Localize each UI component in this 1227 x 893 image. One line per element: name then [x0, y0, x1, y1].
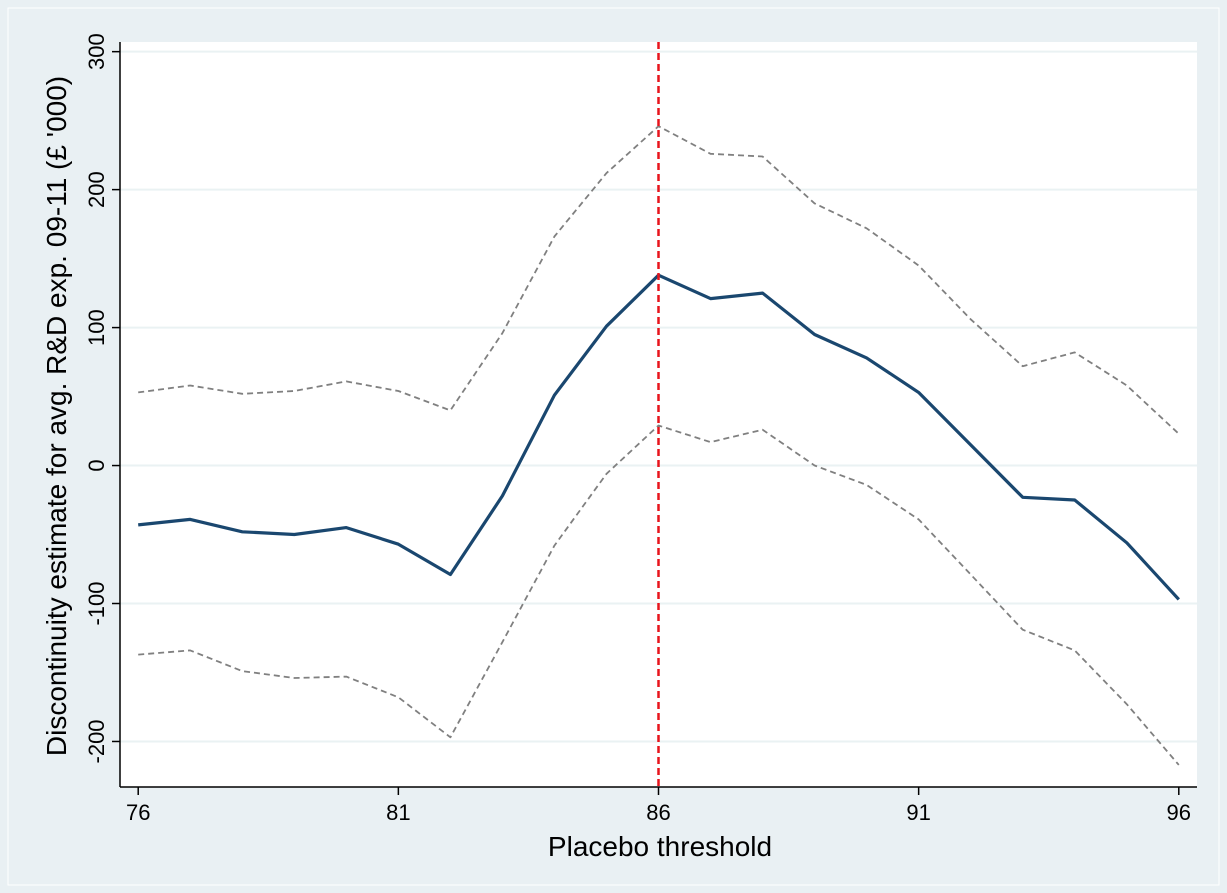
- series-line-lower-ci: [138, 424, 1180, 766]
- x-tick-label: 96: [1167, 800, 1191, 825]
- y-tick-label: 0: [84, 459, 109, 471]
- y-tick-label: 300: [84, 33, 109, 70]
- y-tick-label: -200: [84, 719, 109, 763]
- y-tick-label: 200: [84, 171, 109, 208]
- y-tick-label: -100: [84, 581, 109, 625]
- x-tick-label: 86: [646, 800, 670, 825]
- x-tick-label: 91: [906, 800, 930, 825]
- x-ticks: 76 81 86 91 96: [126, 787, 1191, 825]
- series-line-upper-ci: [138, 125, 1180, 435]
- x-tick-label: 76: [126, 800, 150, 825]
- page-border: [7, 7, 1220, 886]
- y-tick-label: 100: [84, 309, 109, 346]
- x-axis-title: Placebo threshold: [548, 831, 772, 862]
- y-axis-title: Discontinuity estimate for avg. R&D exp.…: [41, 76, 72, 756]
- y-ticks: -200 -100 0 100 200 300: [84, 33, 120, 763]
- x-tick-label: 81: [386, 800, 410, 825]
